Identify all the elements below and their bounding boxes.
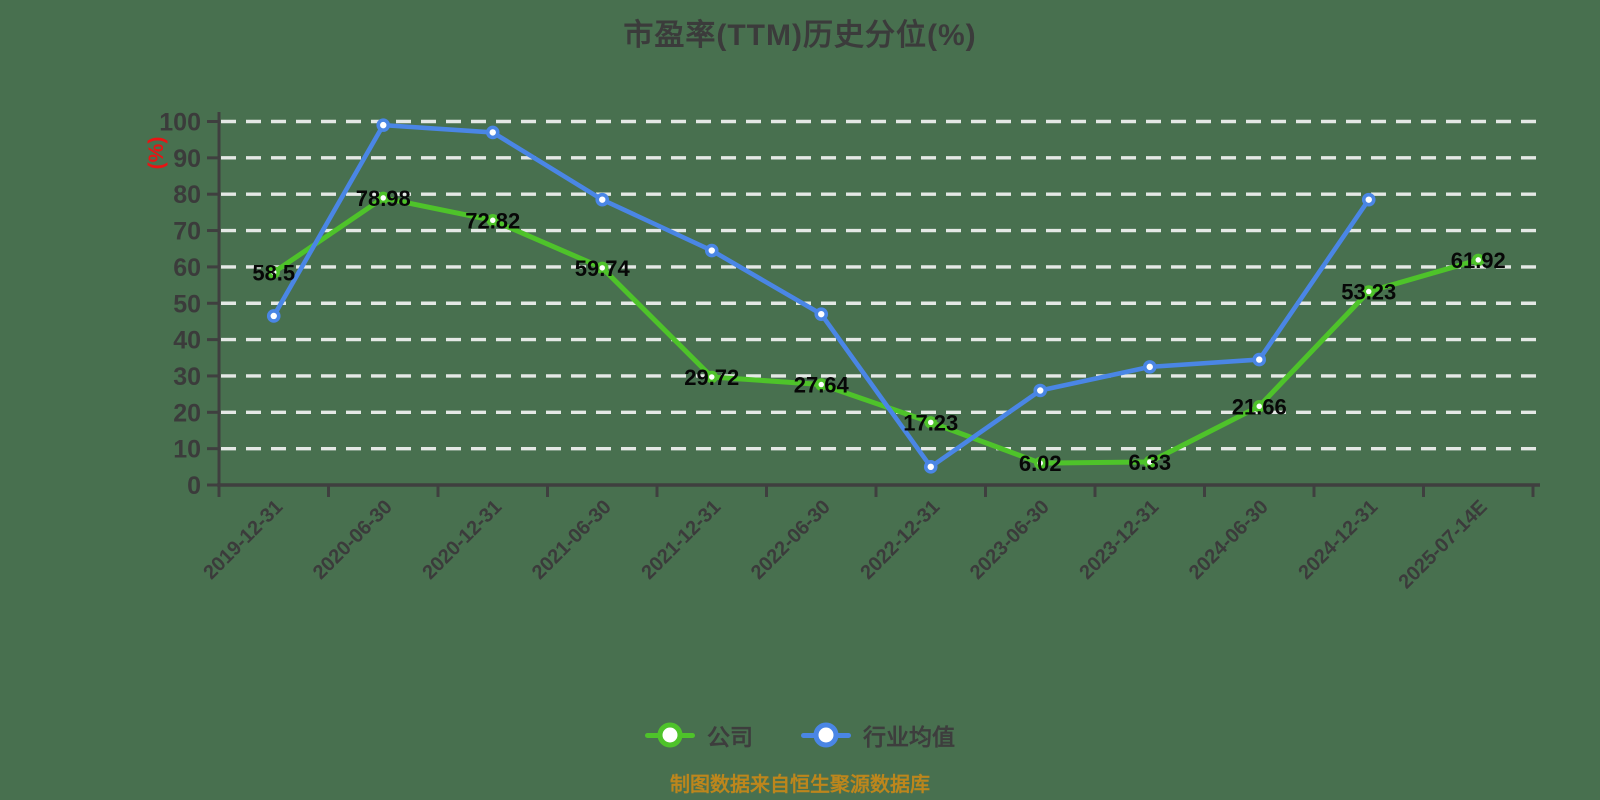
data-point-公司[interactable] (924, 416, 937, 429)
data-point-公司[interactable] (267, 266, 280, 279)
point-value-label: 21.66 (1232, 394, 1287, 419)
point-value-label: 17.23 (903, 410, 958, 435)
legend-label-company: 公司 (707, 724, 753, 750)
x-axis-tick-label: 2019-12-31 (199, 496, 287, 584)
x-axis-tick-label: 2025-07-14E (1394, 496, 1491, 593)
y-axis-tick-label: 20 (173, 399, 201, 427)
x-axis-tick-label: 2021-12-31 (637, 496, 725, 584)
legend-item-company[interactable]: 公司 (645, 718, 753, 752)
point-value-label: 61.92 (1451, 248, 1506, 273)
y-axis-tick-label: 10 (173, 436, 201, 464)
y-axis-tick-label: 50 (173, 290, 201, 318)
point-value-label: 6.33 (1128, 450, 1171, 475)
point-value-label: 27.64 (794, 373, 850, 398)
data-point-公司[interactable] (1253, 400, 1266, 413)
legend-label-industry-average: 行业均值 (863, 724, 955, 750)
y-axis-tick-label: 30 (173, 363, 201, 391)
y-axis-tick-label: 60 (173, 254, 201, 282)
x-axis-tick-label: 2024-06-30 (1185, 496, 1273, 584)
series-line-公司 (271, 195, 1481, 466)
data-point-行业均值[interactable] (1033, 383, 1048, 398)
point-value-label: 78.98 (356, 186, 411, 211)
data-point-公司[interactable] (596, 261, 609, 275)
y-axis-tick-label: 70 (173, 218, 201, 246)
data-point-行业均值[interactable] (376, 118, 391, 132)
industry-average-series-marker-icon (801, 721, 851, 749)
x-axis-tick-label: 2020-12-31 (418, 496, 506, 584)
point-value-label: 6.02 (1019, 451, 1062, 476)
company-series-marker-icon (645, 721, 695, 749)
data-point-公司[interactable] (486, 214, 499, 227)
chart-legend: 公司 行业均值 (0, 718, 1600, 752)
data-point-行业均值[interactable] (485, 125, 500, 140)
point-value-label: 53.23 (1341, 280, 1396, 305)
series-line-行业均值 (271, 122, 1372, 470)
x-axis-tick-label: 2021-06-30 (528, 496, 616, 584)
point-value-label: 58.5 (252, 260, 295, 285)
x-axis-tick-label: 2022-06-30 (747, 496, 835, 584)
data-point-公司[interactable] (815, 378, 828, 391)
x-axis-tick-label: 2023-12-31 (1075, 496, 1163, 584)
data-point-行业均值[interactable] (266, 309, 281, 323)
data-point-行业均值[interactable] (1252, 352, 1267, 367)
y-axis-tick-label: 0 (187, 472, 201, 500)
data-point-公司[interactable] (1034, 456, 1047, 470)
y-axis-tick-label: 100 (159, 109, 201, 137)
data-source-note: 制图数据来自恒生聚源数据库 (670, 774, 930, 796)
data-point-公司[interactable] (1362, 285, 1375, 298)
chart-title: 市盈率(TTM)历史分位(%) (623, 19, 977, 52)
data-point-行业均值[interactable] (923, 460, 938, 474)
data-point-行业均值[interactable] (595, 192, 610, 207)
point-value-label: 29.72 (684, 365, 739, 390)
data-point-行业均值[interactable] (704, 243, 719, 258)
point-value-label: 59.74 (575, 256, 631, 281)
data-point-行业均值[interactable] (814, 307, 829, 321)
x-axis-tick-label: 2023-06-30 (966, 496, 1054, 584)
data-point-公司[interactable] (705, 370, 718, 384)
legend-item-industry-average[interactable]: 行业均值 (801, 718, 955, 752)
y-axis-tick-label: 90 (173, 145, 201, 173)
data-point-公司[interactable] (377, 191, 390, 205)
data-point-公司[interactable] (1143, 455, 1156, 469)
point-value-label: 72.82 (465, 208, 520, 233)
data-point-行业均值[interactable] (1142, 360, 1157, 374)
y-axis-tick-label: 80 (173, 181, 201, 209)
y-axis-tick-label: 40 (173, 327, 201, 355)
x-axis-tick-label: 2020-06-30 (309, 496, 397, 584)
data-point-行业均值[interactable] (1361, 192, 1376, 207)
data-point-公司[interactable] (1472, 253, 1485, 267)
x-axis-tick-label: 2024-12-31 (1294, 496, 1382, 584)
x-axis-tick-label: 2022-12-31 (856, 496, 944, 584)
